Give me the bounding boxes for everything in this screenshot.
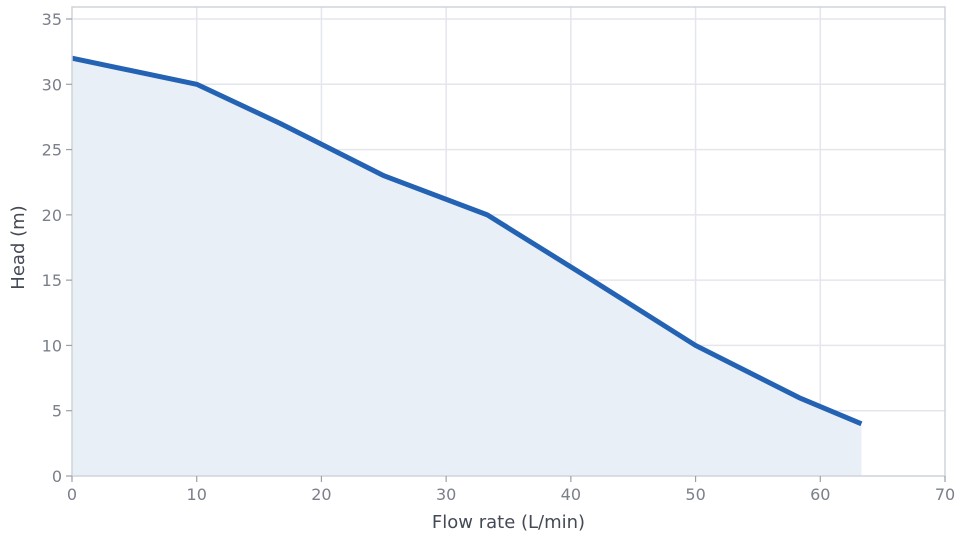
area-fill bbox=[72, 58, 862, 477]
y-tick-label: 25 bbox=[42, 141, 62, 160]
y-tick-label: 35 bbox=[42, 10, 62, 29]
x-tick-label: 20 bbox=[311, 485, 331, 504]
x-tick-label: 0 bbox=[67, 485, 77, 504]
y-tick-label: 5 bbox=[52, 402, 62, 421]
x-tick-label: 10 bbox=[187, 485, 207, 504]
series-line bbox=[71, 55, 863, 427]
x-tick-label: 70 bbox=[935, 485, 955, 504]
y-tick-label: 20 bbox=[42, 206, 62, 225]
y-axis-title: Head (m) bbox=[8, 205, 29, 289]
x-axis-title: Flow rate (L/min) bbox=[432, 512, 585, 533]
x-tick-label: 60 bbox=[810, 485, 830, 504]
y-tick-label: 15 bbox=[42, 271, 62, 290]
x-tick-label: 30 bbox=[436, 485, 456, 504]
x-tick-label: 50 bbox=[685, 485, 705, 504]
y-tick-label: 10 bbox=[42, 336, 62, 355]
plot-frame bbox=[71, 6, 946, 477]
y-tick-label: 0 bbox=[52, 467, 62, 486]
x-tick-label: 40 bbox=[561, 485, 581, 504]
ticks: 0 10 20 30 40 50 60 70 0 5 10 15 20 25 30 35 bbox=[42, 10, 956, 504]
y-tick-label: 30 bbox=[42, 75, 62, 94]
